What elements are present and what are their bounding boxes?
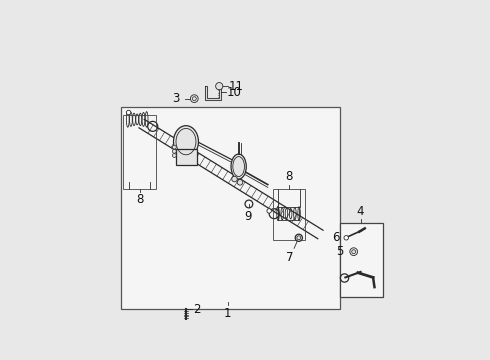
Ellipse shape [231, 154, 246, 179]
Bar [340, 223, 383, 297]
Circle shape [295, 234, 302, 242]
Circle shape [172, 149, 176, 153]
Text: 11: 11 [228, 80, 244, 93]
Text: 10: 10 [227, 86, 242, 99]
Text: 2: 2 [193, 303, 200, 316]
Circle shape [267, 209, 271, 213]
Bar [176, 149, 197, 165]
Bar [273, 189, 305, 240]
Circle shape [232, 176, 237, 182]
Circle shape [216, 82, 223, 90]
Circle shape [191, 95, 198, 103]
Text: 8: 8 [136, 193, 144, 206]
Text: 9: 9 [245, 210, 252, 222]
Polygon shape [205, 86, 221, 100]
Circle shape [350, 248, 358, 256]
Text: 7: 7 [286, 251, 294, 264]
Text: 8: 8 [285, 170, 293, 183]
Circle shape [344, 235, 348, 240]
Bar [278, 207, 299, 220]
Bar [121, 107, 340, 309]
Text: 5: 5 [336, 245, 343, 258]
Text: 4: 4 [357, 205, 365, 218]
Circle shape [237, 180, 243, 185]
Ellipse shape [173, 126, 198, 158]
Text: 1: 1 [224, 307, 231, 320]
Circle shape [172, 145, 176, 149]
Text: 3: 3 [172, 92, 180, 105]
Circle shape [172, 153, 176, 157]
Bar [123, 115, 156, 189]
Text: 6: 6 [332, 231, 340, 244]
Circle shape [126, 110, 131, 115]
